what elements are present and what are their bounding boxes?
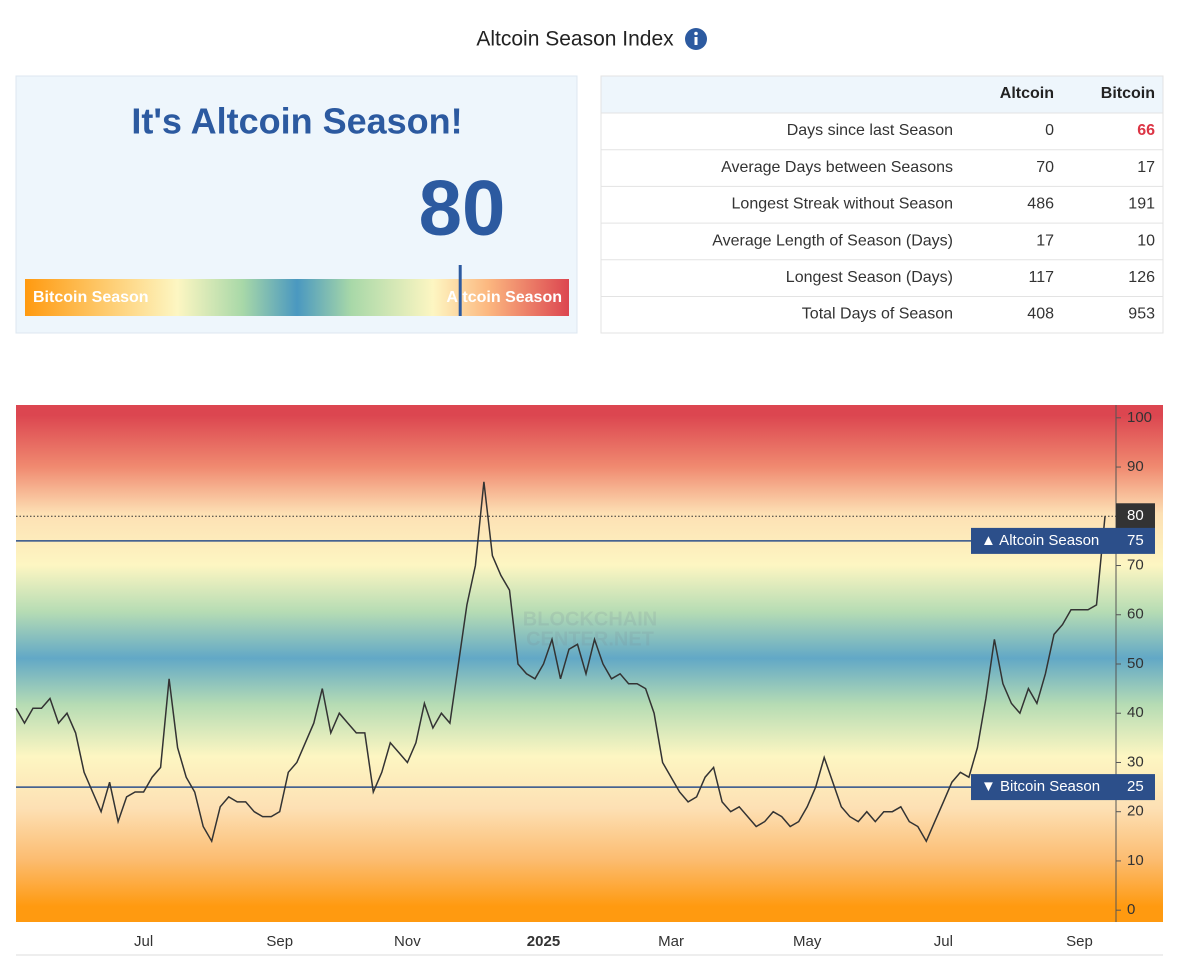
- column-header: Bitcoin: [1101, 85, 1155, 102]
- x-tick-label: Mar: [658, 933, 684, 950]
- x-tick-label: Nov: [394, 933, 421, 950]
- row-label: Average Days between Seasons: [721, 159, 953, 176]
- threshold-name: ▲ Altcoin Season: [981, 532, 1099, 549]
- row-value: 17: [1036, 232, 1054, 249]
- gauge-left-label: Bitcoin Season: [33, 289, 149, 306]
- row-value: 0: [1045, 122, 1054, 139]
- gauge-bar: [25, 279, 569, 316]
- row-value: 126: [1128, 269, 1155, 286]
- stats-table: Altcoin Bitcoin Days since last Season 0 66 A…: [600, 75, 1164, 334]
- x-tick-label: Sep: [266, 933, 293, 950]
- x-tick-label: May: [793, 933, 822, 950]
- y-tick-label: 60: [1127, 606, 1144, 623]
- info-icon[interactable]: [685, 28, 707, 50]
- x-tick-label: Jul: [134, 933, 153, 950]
- row-value: 408: [1027, 306, 1054, 323]
- table-header-bg: [601, 76, 1163, 113]
- row-value: 66: [1137, 122, 1155, 139]
- row-value: 10: [1137, 232, 1155, 249]
- threshold-tag: [971, 527, 1155, 554]
- row-value: 486: [1027, 196, 1054, 213]
- row-value: 70: [1036, 159, 1054, 176]
- y-tick-label: 10: [1127, 852, 1144, 869]
- y-tick-label: 40: [1127, 704, 1144, 721]
- y-tick-label: 30: [1127, 753, 1144, 770]
- current-value-tag: [1116, 503, 1155, 530]
- threshold-value: 75: [1127, 532, 1144, 549]
- row-label: Days since last Season: [787, 122, 953, 139]
- row-value: 191: [1128, 196, 1155, 213]
- index-line: [15, 481, 1106, 844]
- row-label: Longest Streak without Season: [732, 196, 953, 213]
- chart-background: [16, 405, 1116, 922]
- threshold-name: ▼ Bitcoin Season: [981, 778, 1100, 795]
- table-border: [600, 75, 1164, 334]
- x-tick-label: 2025: [527, 933, 560, 950]
- watermark-text: CENTER.NET: [526, 628, 654, 650]
- row-value: 17: [1137, 159, 1155, 176]
- row-label: Average Length of Season (Days): [712, 232, 953, 249]
- axis-background: [1116, 405, 1163, 922]
- column-header: Altcoin: [1000, 85, 1054, 102]
- x-tick-label: Jul: [934, 933, 953, 950]
- gauge-headline: It's Altcoin Season!: [131, 101, 462, 142]
- watermark-text: BLOCKCHAIN: [523, 608, 657, 630]
- page-title: Altcoin Season Index: [476, 28, 674, 51]
- row-label: Longest Season (Days): [786, 269, 953, 286]
- row-value: 117: [1028, 269, 1054, 286]
- current-value-label: 80: [1127, 507, 1144, 524]
- y-tick-label: 90: [1127, 458, 1144, 475]
- row-label: Total Days of Season: [802, 306, 953, 323]
- gauge-value: 80: [419, 164, 506, 252]
- x-tick-label: Sep: [1066, 933, 1093, 950]
- y-tick-label: 100: [1127, 409, 1152, 426]
- y-tick-label: 0: [1127, 901, 1135, 918]
- threshold-value: 25: [1127, 778, 1144, 795]
- row-value: 953: [1128, 306, 1155, 323]
- gauge-right-label: Altcoin Season: [446, 289, 562, 306]
- y-tick-label: 70: [1127, 556, 1144, 573]
- y-tick-label: 50: [1127, 655, 1144, 672]
- threshold-tag: [971, 774, 1155, 801]
- y-tick-label: 20: [1127, 803, 1144, 820]
